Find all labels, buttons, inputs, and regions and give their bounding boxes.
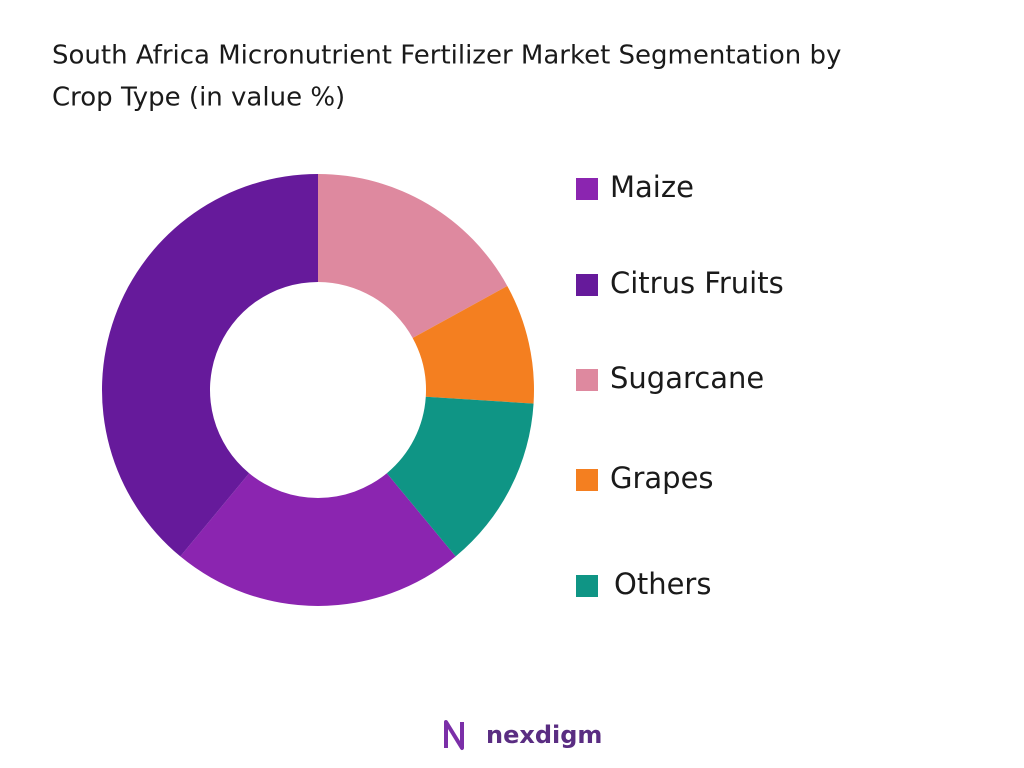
donut-slice xyxy=(412,285,534,404)
chart-title: Crop Type (in value %) xyxy=(52,83,345,113)
donut-slice xyxy=(102,174,318,557)
donut-slice xyxy=(318,174,508,338)
legend-label: Sugarcane xyxy=(610,361,764,395)
legend-swatch xyxy=(576,469,598,491)
legend-label: Others xyxy=(614,567,711,601)
legend-swatch xyxy=(576,575,598,597)
donut-slice xyxy=(386,396,534,557)
legend-swatch xyxy=(576,178,598,200)
legend-swatch xyxy=(576,274,598,296)
chart-title: South Africa Micronutrient Fertilizer Ma… xyxy=(52,41,841,71)
logo-icon xyxy=(444,720,464,750)
legend-label: Citrus Fruits xyxy=(610,266,784,300)
legend-label: Grapes xyxy=(610,461,714,495)
brand-name: nexdigm xyxy=(486,721,602,749)
legend-label: Maize xyxy=(610,170,694,204)
legend-swatch xyxy=(576,369,598,391)
donut-slice xyxy=(180,473,456,606)
brand-logo: nexdigm xyxy=(444,720,602,750)
